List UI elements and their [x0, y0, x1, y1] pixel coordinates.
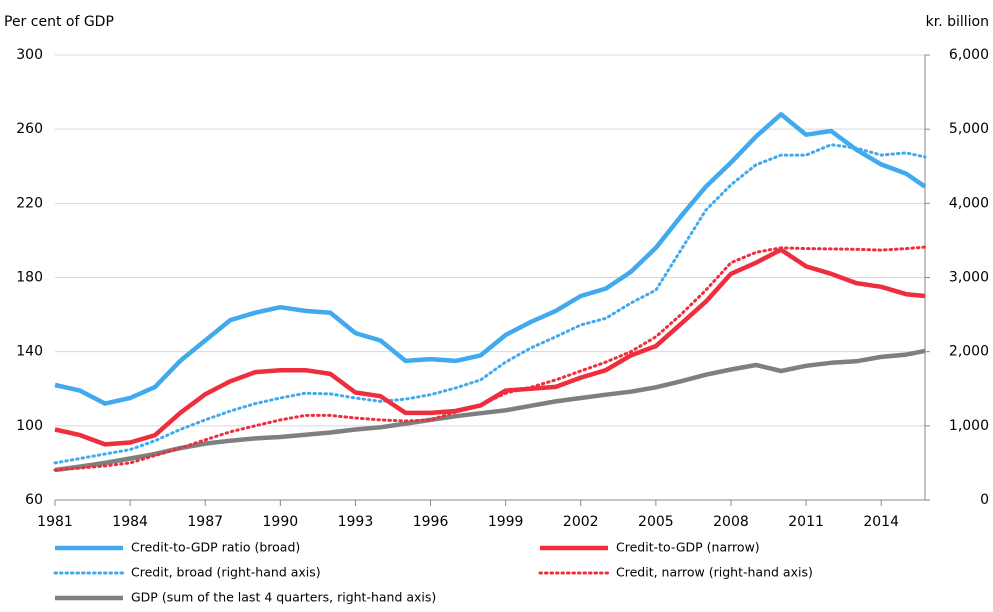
x-tick-label: 1984: [112, 514, 148, 530]
y2-tick-label: 0: [980, 492, 989, 508]
x-tick-label: 1996: [413, 514, 449, 530]
y2-tick-label: 6,000: [949, 47, 989, 63]
series-line: [53, 143, 927, 465]
y2-tick-label: 1,000: [949, 418, 989, 434]
x-tick-label: 1999: [488, 514, 524, 530]
y2-tick-label: 3,000: [949, 270, 989, 286]
y-tick-label: 60: [25, 492, 43, 508]
x-tick-label: 1987: [187, 514, 223, 530]
x-tick-label: 1981: [37, 514, 73, 530]
x-tick-label: 2011: [788, 514, 824, 530]
legend-label: GDP (sum of the last 4 quarters, right-h…: [131, 590, 436, 605]
series-line: [54, 348, 926, 473]
y2-axis-label: kr. billion: [926, 14, 989, 30]
y-tick-label: 180: [16, 270, 43, 286]
y-tick-label: 140: [16, 344, 43, 360]
y2-tick-label: 5,000: [949, 121, 989, 137]
y-tick-label: 100: [16, 418, 43, 434]
x-tick-label: 2005: [638, 514, 674, 530]
y2-tick-label: 4,000: [949, 195, 989, 211]
x-tick-label: 2008: [713, 514, 749, 530]
y-tick-label: 220: [16, 195, 43, 211]
legend-label: Credit, broad (right-hand axis): [131, 565, 321, 580]
x-tick-label: 1990: [263, 514, 299, 530]
legend-label: Credit-to-GDP (narrow): [616, 540, 760, 555]
series-line: [54, 112, 927, 406]
x-tick-label: 2002: [563, 514, 599, 530]
x-tick-label: 2014: [863, 514, 899, 530]
y2-tick-label: 2,000: [949, 344, 989, 360]
y-tick-label: 300: [16, 47, 43, 63]
series-line: [53, 245, 927, 472]
series-line: [54, 247, 926, 447]
legend-label: Credit, narrow (right-hand axis): [616, 565, 813, 580]
legend-label: Credit-to-GDP ratio (broad): [131, 540, 300, 555]
y-tick-label: 260: [16, 121, 43, 137]
y-axis-label: Per cent of GDP: [4, 14, 114, 30]
x-tick-label: 1993: [338, 514, 374, 530]
